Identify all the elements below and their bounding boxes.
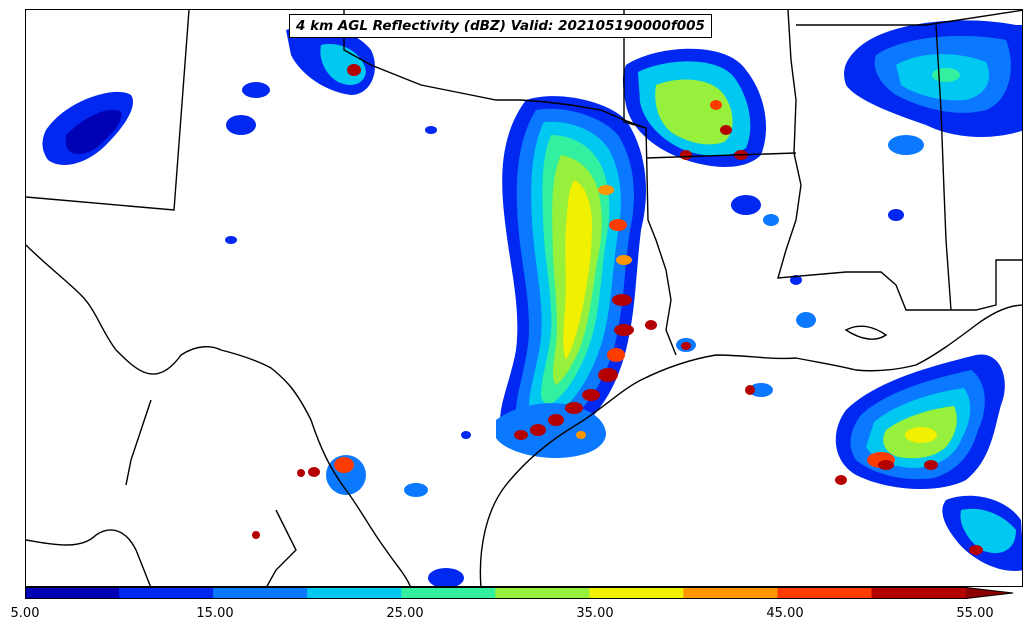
colorbar-segment	[307, 587, 402, 599]
colorbar-segment	[683, 587, 778, 599]
colorbar-tick-label: 15.00	[196, 606, 234, 621]
colorbar-outline	[25, 587, 1014, 599]
colorbar-segment	[213, 587, 308, 599]
colorbar-tick-label: 35.00	[576, 606, 614, 621]
colorbar-tick-label: 5.00	[10, 606, 40, 621]
colorbar-segment	[871, 587, 967, 599]
map-title-box: 4 km AGL Reflectivity (dBZ) Valid: 20210…	[289, 14, 712, 38]
storm-gulf-cluster	[835, 354, 1022, 571]
colorbar-segment	[25, 587, 120, 599]
colorbar-extend-arrow	[965, 587, 1014, 599]
storm-main-line	[496, 96, 657, 458]
colorbar-segment	[119, 587, 214, 599]
colorbar-tick-label: 55.00	[956, 606, 994, 621]
colorbar-segment	[401, 587, 496, 599]
storm-scattered-cells	[42, 26, 904, 586]
reflectivity-map	[26, 10, 1022, 586]
map-panel: 4 km AGL Reflectivity (dBZ) Valid: 20210…	[25, 9, 1023, 587]
colorbar-tick-label: 25.00	[386, 606, 424, 621]
storm-northeast-cluster	[844, 20, 1022, 155]
map-title: 4 km AGL Reflectivity (dBZ) Valid: 20210…	[296, 18, 705, 34]
colorbar	[25, 587, 1014, 599]
colorbar-segment	[495, 587, 590, 599]
political-boundaries	[26, 10, 1022, 586]
colorbar-segment	[777, 587, 873, 599]
storm-north-cluster	[622, 48, 766, 167]
colorbar-tick-label: 45.00	[766, 606, 804, 621]
colorbar-segment	[589, 587, 684, 599]
